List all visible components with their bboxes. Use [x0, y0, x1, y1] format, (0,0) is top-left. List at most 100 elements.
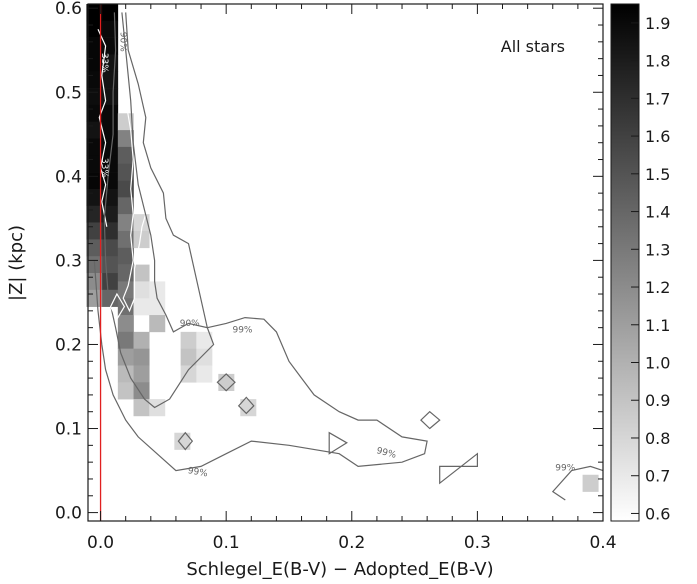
heat-cell — [133, 399, 150, 417]
heat-cell — [102, 239, 119, 257]
contour-label: 90% — [180, 319, 200, 329]
x-tick-label: 0.4 — [589, 533, 616, 553]
contour-99pct — [551, 465, 604, 501]
heat-cell — [102, 256, 119, 274]
contour-island — [109, 292, 126, 321]
heat-cell — [117, 130, 134, 148]
colorbar-tick-label: 1.5 — [645, 165, 670, 184]
y-tick-label: 0.1 — [55, 420, 82, 440]
heat-cell — [180, 331, 197, 349]
x-axis-ticks: 0.0 0.1 0.2 0.3 0.4 — [87, 4, 617, 553]
contour-label: 99% — [187, 466, 209, 479]
colorbar-tick-label: 1.0 — [645, 354, 670, 373]
heat-cell — [180, 348, 197, 366]
x-axis-title: Schlegel_E(B-V) − Adopted_E(B-V) — [186, 559, 493, 580]
heat-cell — [117, 230, 134, 249]
heat-cell — [133, 348, 150, 366]
heat-cell — [102, 20, 119, 38]
colorbar-tick-label: 1.9 — [645, 14, 670, 33]
contour-99pct — [93, 12, 428, 472]
heat-cell — [117, 365, 134, 383]
y-tick-label: 0.2 — [55, 335, 82, 355]
colorbar-tick-label: 1.8 — [645, 52, 670, 71]
heat-cell — [582, 474, 599, 492]
heat-cell — [117, 163, 134, 181]
density-cells — [86, 4, 599, 492]
heat-cell — [133, 331, 150, 349]
heat-cell — [102, 37, 119, 55]
colorbar-tick-label: 0.7 — [645, 467, 670, 486]
heat-cell — [133, 264, 150, 282]
y-tick-label: 0.3 — [55, 251, 82, 271]
x-tick-label: 0.3 — [464, 533, 491, 553]
contour-label: 99% — [555, 464, 575, 474]
heat-cell — [117, 146, 134, 165]
heat-cell — [218, 373, 235, 391]
x-tick-label: 0.0 — [87, 533, 114, 553]
colorbar-tick-label: 1.7 — [645, 89, 670, 108]
heat-cell — [102, 222, 119, 240]
heat-cell — [117, 214, 134, 232]
contour-label: 99% — [375, 446, 397, 461]
contour-label: 33% — [99, 158, 109, 178]
x-tick-label: 0.1 — [213, 533, 240, 553]
heat-cell — [180, 365, 197, 383]
contour-90pct — [103, 12, 215, 409]
colorbar-tick-label: 1.6 — [645, 127, 670, 146]
contour-island — [439, 452, 478, 485]
heat-cell — [117, 315, 134, 333]
colorbar-ticks: 0.6 0.7 0.8 0.9 1.0 1.1 1.2 1.3 1.4 1.5 1.6 1.7 1.8 1… — [631, 14, 670, 523]
heat-cell — [117, 348, 134, 366]
colorbar-tick-label: 0.6 — [645, 504, 670, 523]
contour-33pct — [97, 28, 108, 227]
colorbar-tick-label: 0.9 — [645, 391, 670, 410]
contour-island — [420, 410, 441, 430]
contour-label: 99% — [232, 326, 252, 336]
y-tick-label: 0.5 — [55, 83, 82, 103]
contour-90pct — [121, 12, 152, 313]
colorbar-tick-label: 1.1 — [645, 316, 670, 335]
heat-cell — [149, 281, 166, 299]
heat-cell — [149, 315, 166, 333]
contour-labels: 33% 33% 90% 90% 99% 99% 99% 99% — [99, 32, 576, 480]
heat-cell — [102, 71, 119, 89]
colorbar-gradient — [610, 3, 640, 522]
plot-frame — [87, 3, 604, 522]
contour-island — [177, 431, 194, 451]
heat-cell — [133, 214, 150, 232]
y-tick-label: 0.4 — [55, 167, 82, 187]
heat-cell — [102, 104, 119, 122]
heat-cell — [196, 365, 213, 383]
y-tick-label: 0.6 — [55, 0, 82, 19]
colorbar-tick-label: 1.2 — [645, 278, 670, 297]
contour-island — [328, 431, 348, 455]
heat-cell — [196, 331, 213, 349]
heat-cell — [117, 180, 134, 198]
all-stars-annotation: All stars — [501, 37, 565, 56]
heat-cell — [102, 273, 119, 291]
heat-cell — [133, 298, 150, 316]
heat-cell — [133, 230, 150, 249]
heat-cell — [196, 348, 213, 366]
contours — [93, 12, 604, 501]
heat-cell — [117, 197, 134, 215]
contour-label: 90% — [118, 32, 128, 52]
heat-cell — [117, 331, 134, 349]
heat-cell — [117, 247, 134, 265]
contour-island — [216, 373, 236, 392]
contour-island — [237, 396, 255, 415]
contour-label: 33% — [99, 53, 109, 73]
heat-cell — [133, 365, 150, 383]
heat-cell — [102, 289, 119, 307]
heat-cell — [133, 382, 150, 400]
heat-cell — [102, 4, 119, 22]
heat-cell — [149, 399, 166, 417]
heat-cell — [174, 432, 191, 450]
heat-cell — [117, 382, 134, 400]
colorbar-tick-label: 1.4 — [645, 203, 670, 222]
y-axis-ticks: 0.0 0.1 0.2 0.3 0.4 0.5 0.6 — [55, 0, 603, 524]
colorbar-tick-label: 0.8 — [645, 429, 670, 448]
heat-cell — [133, 281, 150, 299]
colorbar: 0.6 0.7 0.8 0.9 1.0 1.1 1.2 1.3 1.4 1.5 1.6 1.7 1.8 1… — [610, 3, 670, 523]
